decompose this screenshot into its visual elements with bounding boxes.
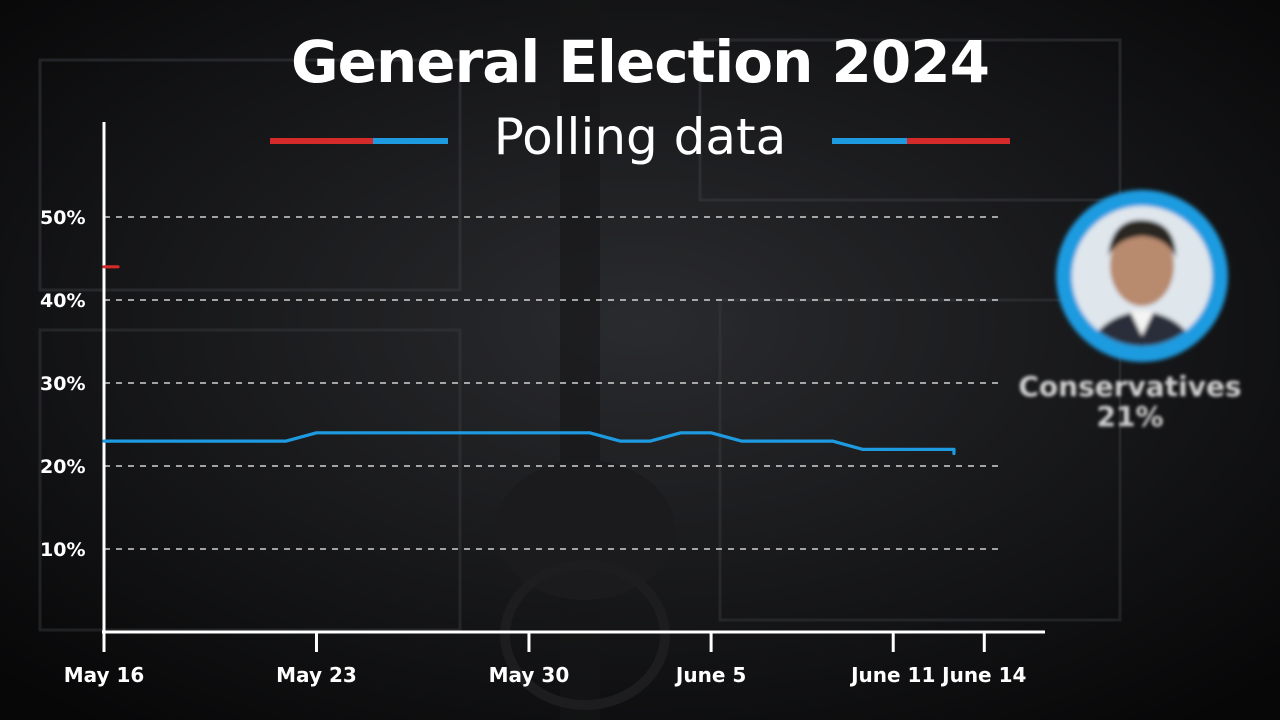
y-tick-label: 10% bbox=[40, 539, 85, 561]
x-tick-label: June 14 bbox=[940, 663, 1026, 687]
candidate-portrait-icon bbox=[1056, 190, 1228, 362]
party-value: 21% bbox=[1096, 400, 1164, 433]
x-tick-label: June 11 bbox=[849, 663, 935, 687]
title-accent-line-right bbox=[832, 138, 1010, 144]
x-tick-label: June 5 bbox=[674, 663, 746, 687]
y-tick-label: 40% bbox=[40, 290, 85, 312]
y-tick-label: 20% bbox=[40, 456, 85, 478]
x-tick-label: May 16 bbox=[64, 663, 145, 687]
y-tick-label: 50% bbox=[40, 207, 85, 229]
x-tick-label: May 30 bbox=[489, 663, 570, 687]
chart-title: General Election 2024 bbox=[291, 28, 990, 96]
series-line bbox=[102, 431, 956, 456]
x-tick-label: May 23 bbox=[276, 663, 357, 687]
y-tick-label: 30% bbox=[40, 373, 85, 395]
chart-subtitle: Polling data bbox=[493, 108, 787, 166]
candidate-party-label: Conservatives 21% bbox=[1010, 372, 1250, 432]
party-name: Conservatives bbox=[1018, 370, 1242, 403]
title-accent-line-left bbox=[270, 138, 448, 144]
